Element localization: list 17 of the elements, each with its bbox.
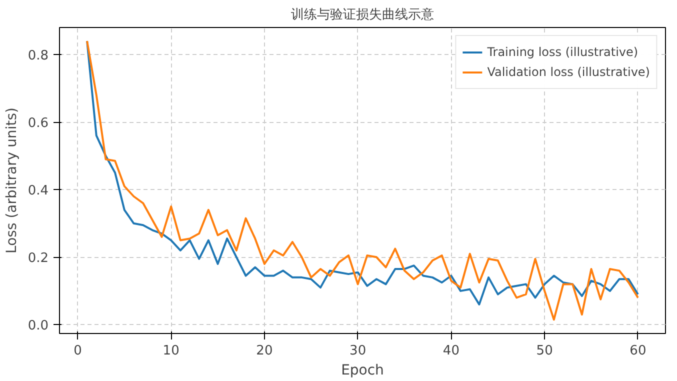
- legend-label: Validation loss (illustrative): [487, 65, 650, 79]
- y-tick-label: 0.4: [28, 184, 49, 199]
- x-tick-label: 50: [536, 344, 553, 358]
- y-tick-label: 0.0: [28, 318, 49, 334]
- y-axis-title: Loss (arbitrary units): [4, 108, 20, 254]
- y-tick-label: 0.8: [28, 48, 49, 64]
- x-tick-label: 0: [74, 344, 82, 358]
- x-tick-label: 30: [350, 344, 366, 358]
- x-tick-label: 40: [442, 344, 460, 358]
- x-tick-label: 60: [630, 344, 646, 358]
- x-tick-label: 10: [162, 344, 180, 358]
- y-tick-label: 0.2: [28, 251, 49, 266]
- legend-label: Training loss (illustrative): [487, 45, 638, 59]
- x-axis-title: Epoch: [341, 362, 384, 378]
- y-tick-label: 0.6: [28, 116, 49, 132]
- chart-title: 训练与验证损失曲线示意: [291, 8, 434, 22]
- x-tick-label: 20: [256, 344, 273, 358]
